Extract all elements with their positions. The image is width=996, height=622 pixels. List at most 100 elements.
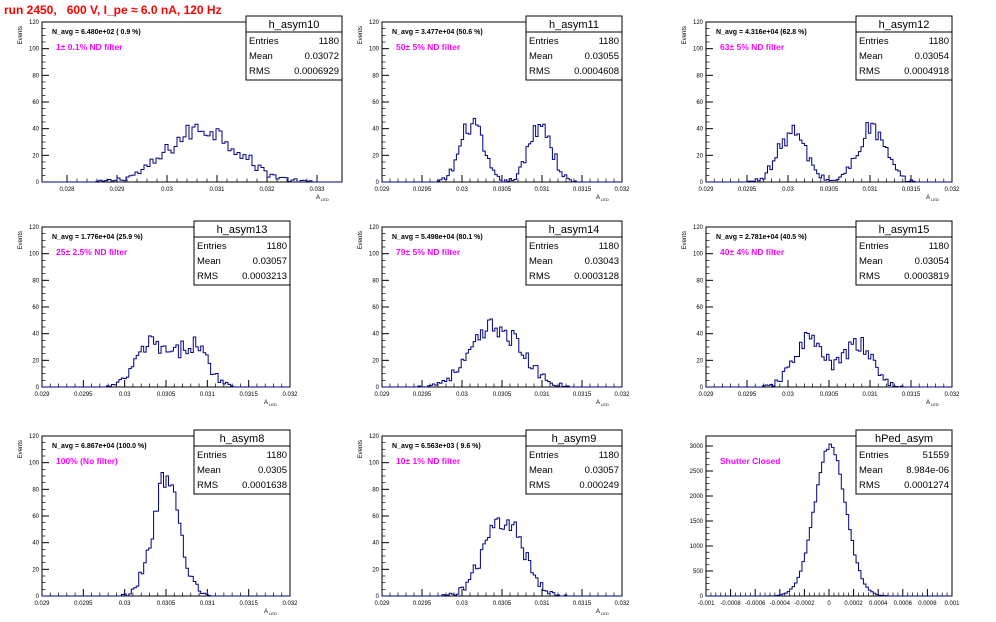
stats-title: h_asym13: [217, 224, 268, 236]
histogram-line: [42, 471, 290, 597]
y-tick-label: 0: [376, 385, 380, 391]
stats-box: [525, 15, 623, 81]
stats-value-mean: 8.984e-06: [906, 465, 949, 476]
y-tick-label: 0: [700, 594, 704, 600]
y-tick-label: 80: [32, 487, 39, 493]
y-axis-label: Events: [18, 26, 24, 44]
stats-value-mean: 0.03057: [253, 256, 287, 267]
y-tick-label: 120: [369, 434, 380, 440]
y-tick-label: 120: [693, 20, 704, 26]
stats-value-entries: 51559: [923, 450, 949, 461]
navg-label: N_avg = 6.563e+03 ( 9.6 %): [392, 443, 481, 450]
x-tick-label: 0.0305: [493, 601, 512, 607]
filter-label: Shutter Closed: [720, 456, 780, 466]
stats-key-mean: Mean: [197, 465, 221, 476]
filter-label: 79± 5% ND filter: [396, 247, 461, 257]
stats-key-rms: RMS: [529, 480, 550, 491]
stats-value-rms: 0.000249: [579, 480, 619, 491]
x-tick-label: 0.0004: [869, 601, 888, 607]
stats-title: hPed_asym: [875, 433, 933, 445]
stats-key-rms: RMS: [197, 271, 218, 282]
stats-value-mean: 0.03055: [585, 51, 619, 62]
panel-h_asym8: 0 20 40 60 80 100 120 0.029 0.0295 0.03 0.0305 0.03…: [18, 429, 298, 616]
stats-value-entries: 1180: [929, 36, 949, 47]
y-tick-label: 20: [32, 567, 39, 573]
x-tick-label: 0.031: [862, 392, 878, 398]
x-tick-label: 0.0315: [573, 392, 592, 398]
stats-title: h_asym8: [220, 433, 265, 445]
histogram-line: [42, 335, 290, 388]
x-tick-label: 0.0002: [844, 601, 863, 607]
stats-value-rms: 0.0003128: [574, 271, 619, 282]
y-tick-label: 20: [696, 153, 703, 159]
x-tick-label: 0.0295: [74, 392, 93, 398]
y-tick-label: 120: [29, 20, 40, 26]
stats-value-entries: 1180: [599, 241, 619, 252]
y-tick-label: 0: [36, 594, 40, 600]
x-tick-label: 0.031: [200, 601, 216, 607]
stats-value-entries: 1180: [929, 241, 949, 252]
y-tick-label: 100: [29, 461, 40, 467]
x-tick-label: -0.0006: [745, 601, 766, 607]
filter-label: 63± 5% ND filter: [720, 42, 785, 52]
y-tick-label: 80: [32, 278, 39, 284]
stats-key-rms: RMS: [859, 66, 880, 77]
y-tick-label: 80: [32, 73, 39, 79]
y-tick-label: 40: [32, 332, 39, 338]
stats-key-mean: Mean: [859, 465, 883, 476]
stats-key-rms: RMS: [859, 271, 880, 282]
stats-key-mean: Mean: [197, 256, 221, 267]
stats-key-entries: Entries: [859, 241, 889, 252]
x-tick-label: 0.03: [456, 187, 468, 193]
y-tick-label: 40: [372, 541, 379, 547]
stats-box: [193, 220, 291, 286]
x-tick-label: -0.0002: [794, 601, 815, 607]
x-tick-label: 0.0305: [820, 187, 839, 193]
x-tick-label: 0.001: [944, 601, 960, 607]
x-tick-label: 0.0315: [902, 187, 921, 193]
x-axis-label: ALED: [596, 400, 609, 407]
x-tick-label: 0.029: [374, 392, 390, 398]
stats-title: h_asym15: [879, 224, 930, 236]
y-tick-label: 60: [696, 100, 703, 106]
stats-title: h_asym14: [549, 224, 600, 236]
x-tick-label: 0.032: [614, 187, 630, 193]
y-tick-label: 120: [29, 225, 40, 231]
panel-h_asym13: 0 20 40 60 80 100 120 0.029 0.0295 0.03 0.0305 0.03…: [18, 220, 298, 407]
y-tick-label: 1000: [690, 544, 704, 550]
y-axis-label: Events: [682, 231, 688, 249]
x-tick-label: 0.0295: [74, 601, 93, 607]
y-tick-label: 2500: [690, 469, 704, 475]
x-tick-label: 0.032: [282, 601, 298, 607]
stats-value-mean: 0.0305: [258, 465, 287, 476]
y-tick-label: 40: [696, 332, 703, 338]
x-tick-label: 0.0305: [157, 392, 176, 398]
histogram-line: [706, 443, 952, 597]
x-tick-label: 0.0295: [738, 392, 757, 398]
y-tick-label: 40: [372, 332, 379, 338]
x-tick-label: 0.029: [34, 392, 50, 398]
x-axis-label: ALED: [596, 195, 609, 202]
stats-value-entries: 1180: [267, 241, 287, 252]
x-tick-label: 0.0295: [738, 187, 757, 193]
stats-key-entries: Entries: [197, 450, 227, 461]
stats-box: [193, 429, 291, 495]
stats-key-entries: Entries: [529, 450, 559, 461]
x-tick-label: 0.0305: [157, 601, 176, 607]
x-tick-label: 0.0315: [902, 392, 921, 398]
x-tick-label: 0.03: [161, 187, 173, 193]
y-tick-label: 60: [372, 100, 379, 106]
y-tick-label: 80: [372, 73, 379, 79]
stats-key-rms: RMS: [529, 271, 550, 282]
stats-key-rms: RMS: [529, 66, 550, 77]
y-tick-label: 0: [700, 180, 704, 186]
y-tick-label: 60: [32, 305, 39, 311]
x-tick-label: 0.03: [456, 392, 468, 398]
y-tick-label: 100: [369, 47, 380, 53]
panel-h_asym10: 0 20 40 60 80 100 120 0.028 0.029 0.03 0.031 0.032 0…: [18, 15, 343, 202]
stats-value-entries: 1180: [599, 36, 619, 47]
navg-label: N_avg = 3.477e+04 (50.6 %): [392, 29, 483, 36]
x-tick-label: 0.029: [109, 187, 125, 193]
stats-value-mean: 0.03072: [305, 51, 339, 62]
